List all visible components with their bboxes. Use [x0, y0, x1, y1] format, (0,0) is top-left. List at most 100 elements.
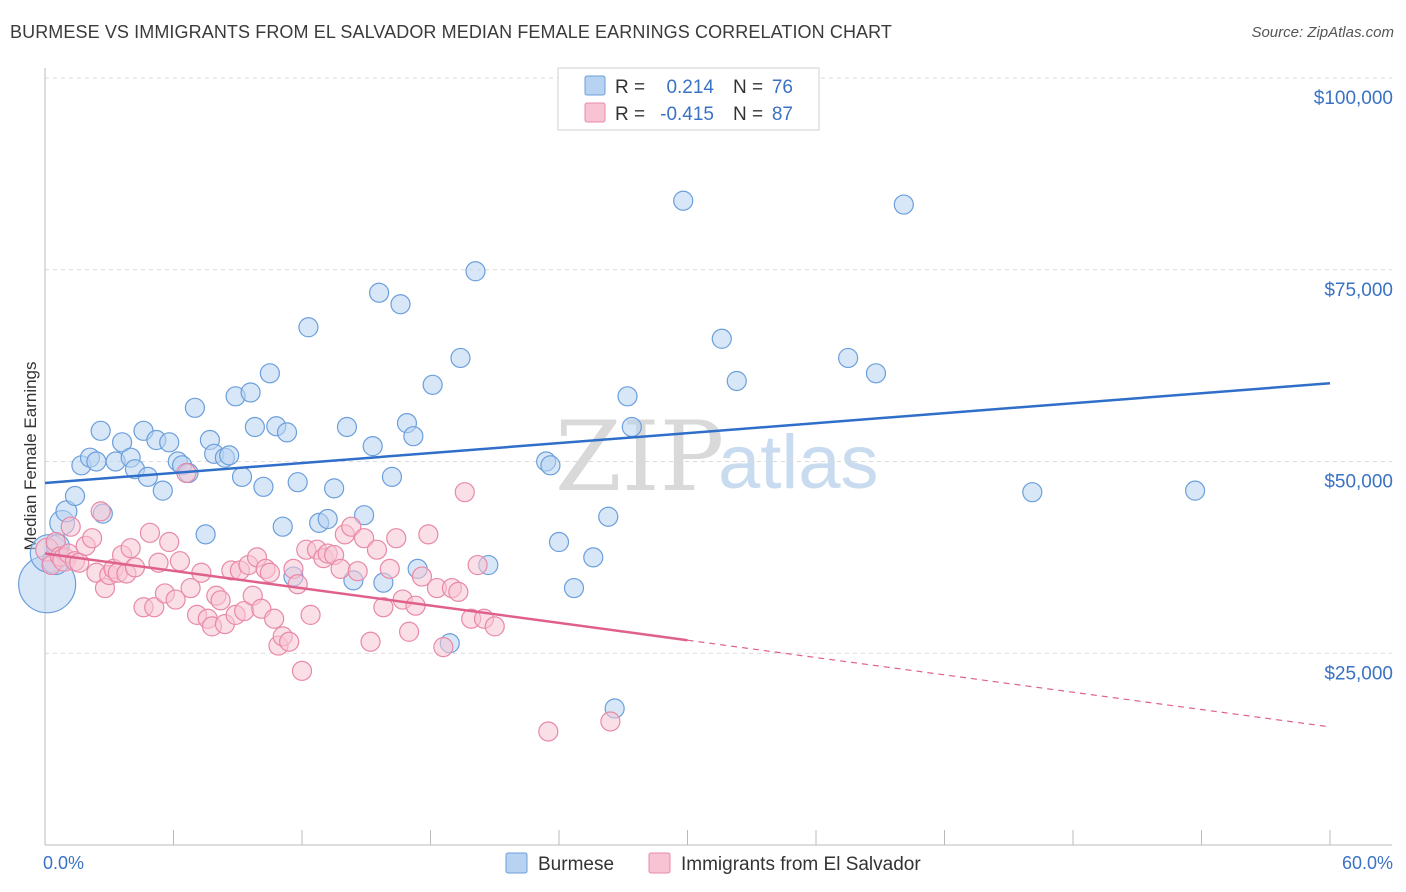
data-point: [165, 589, 186, 610]
data-point: [272, 516, 293, 537]
chart-title: BURMESE VS IMMIGRANTS FROM EL SALVADOR M…: [10, 22, 893, 42]
data-point: [369, 282, 390, 303]
y-tick-label: $50,000: [1324, 472, 1393, 493]
data-point: [386, 528, 407, 549]
data-point: [373, 597, 394, 618]
data-point: [137, 466, 158, 487]
data-point: [219, 445, 240, 466]
data-point: [418, 524, 439, 545]
data-point: [330, 558, 351, 579]
data-point: [893, 194, 914, 215]
data-point: [180, 577, 201, 599]
data-point: [448, 581, 469, 602]
data-point: [86, 451, 107, 472]
data-point: [90, 501, 111, 522]
data-point: [139, 522, 161, 543]
legend-r-label-burmese: R =: [615, 77, 645, 98]
legend-r-label-salvador: R =: [615, 104, 645, 125]
legend-n-label-salvador: N =: [733, 104, 763, 125]
data-point: [381, 466, 403, 487]
trend-line-salvador-extension: [687, 639, 1331, 728]
data-point: [111, 432, 133, 453]
data-point: [600, 711, 621, 732]
data-point: [673, 190, 694, 211]
data-point: [398, 621, 420, 642]
data-point: [336, 416, 358, 438]
data-point: [617, 386, 638, 407]
y-tick-label: $75,000: [1324, 280, 1393, 301]
tick-labels: $25,000 $50,000 $75,000 $100,000 0.0% 60.0%: [43, 88, 1393, 873]
data-point: [467, 554, 488, 576]
data-point: [548, 531, 570, 553]
data-point: [287, 472, 308, 493]
data-point: [454, 482, 475, 503]
salvador-points: [35, 462, 621, 742]
data-point: [60, 516, 81, 537]
data-point: [279, 631, 300, 652]
data-point: [287, 574, 308, 595]
legend-n-value-burmese: 76: [772, 77, 793, 98]
legend-swatch-salvador: [584, 102, 606, 123]
data-point: [711, 328, 732, 349]
data-point: [366, 539, 388, 560]
data-point: [240, 382, 261, 403]
data-point: [82, 528, 103, 549]
bottom-legend-label-burmese: Burmese: [538, 854, 614, 875]
data-point: [1184, 480, 1206, 501]
legend-box: R = 0.214 N = 76 R = -0.415 N = 87: [557, 67, 820, 131]
legend-swatch-burmese: [584, 75, 606, 96]
data-point: [354, 505, 375, 526]
watermark: ZIP atlas: [555, 401, 879, 513]
y-tick-label: $25,000: [1324, 663, 1393, 684]
y-tick-label: $100,000: [1314, 88, 1393, 109]
x-tick-label: 0.0%: [43, 853, 84, 873]
data-point: [563, 577, 585, 599]
data-point: [195, 524, 216, 545]
data-point: [324, 478, 345, 499]
data-point: [411, 566, 433, 587]
data-point: [253, 476, 274, 497]
legend-r-value-burmese: 0.214: [666, 77, 714, 98]
data-point: [465, 261, 486, 282]
data-point: [865, 363, 887, 384]
data-point: [159, 432, 180, 453]
data-point: [583, 547, 604, 568]
data-point: [354, 528, 375, 549]
data-point: [259, 363, 280, 384]
data-point: [264, 608, 285, 629]
data-point: [159, 531, 180, 553]
trend-lines: [44, 382, 1331, 728]
bottom-legend-swatch-salvador: [648, 852, 671, 874]
data-point: [244, 416, 265, 438]
source-label: Source: ZipAtlas.com: [1251, 24, 1394, 41]
data-point: [422, 374, 443, 395]
data-point: [360, 631, 381, 652]
legend-n-label-burmese: N =: [733, 77, 763, 98]
data-point: [433, 637, 454, 658]
data-point: [390, 294, 411, 315]
data-point: [298, 317, 319, 338]
data-point: [317, 508, 338, 530]
trend-line-burmese: [44, 382, 1331, 485]
data-point: [838, 347, 859, 369]
legend-n-value-salvador: 87: [772, 104, 793, 125]
legend-r-value-salvador: -0.415: [660, 104, 714, 125]
bottom-legend-swatch-burmese: [505, 852, 528, 874]
data-point: [403, 426, 424, 447]
data-point: [144, 597, 165, 618]
bottom-legend: Burmese Immigrants from El Salvador: [505, 852, 921, 875]
data-point: [621, 416, 642, 438]
data-point: [450, 347, 471, 369]
data-point: [726, 370, 747, 392]
data-point: [341, 516, 362, 537]
data-point: [90, 420, 111, 441]
data-point: [300, 604, 321, 626]
y-axis-label: Median Female Earnings: [21, 362, 40, 551]
data-point: [169, 551, 191, 572]
data-point: [231, 466, 253, 487]
trend-line-salvador: [44, 552, 688, 642]
bottom-legend-label-salvador: Immigrants from El Salvador: [681, 854, 921, 875]
data-point: [362, 436, 383, 457]
data-point: [347, 561, 368, 582]
